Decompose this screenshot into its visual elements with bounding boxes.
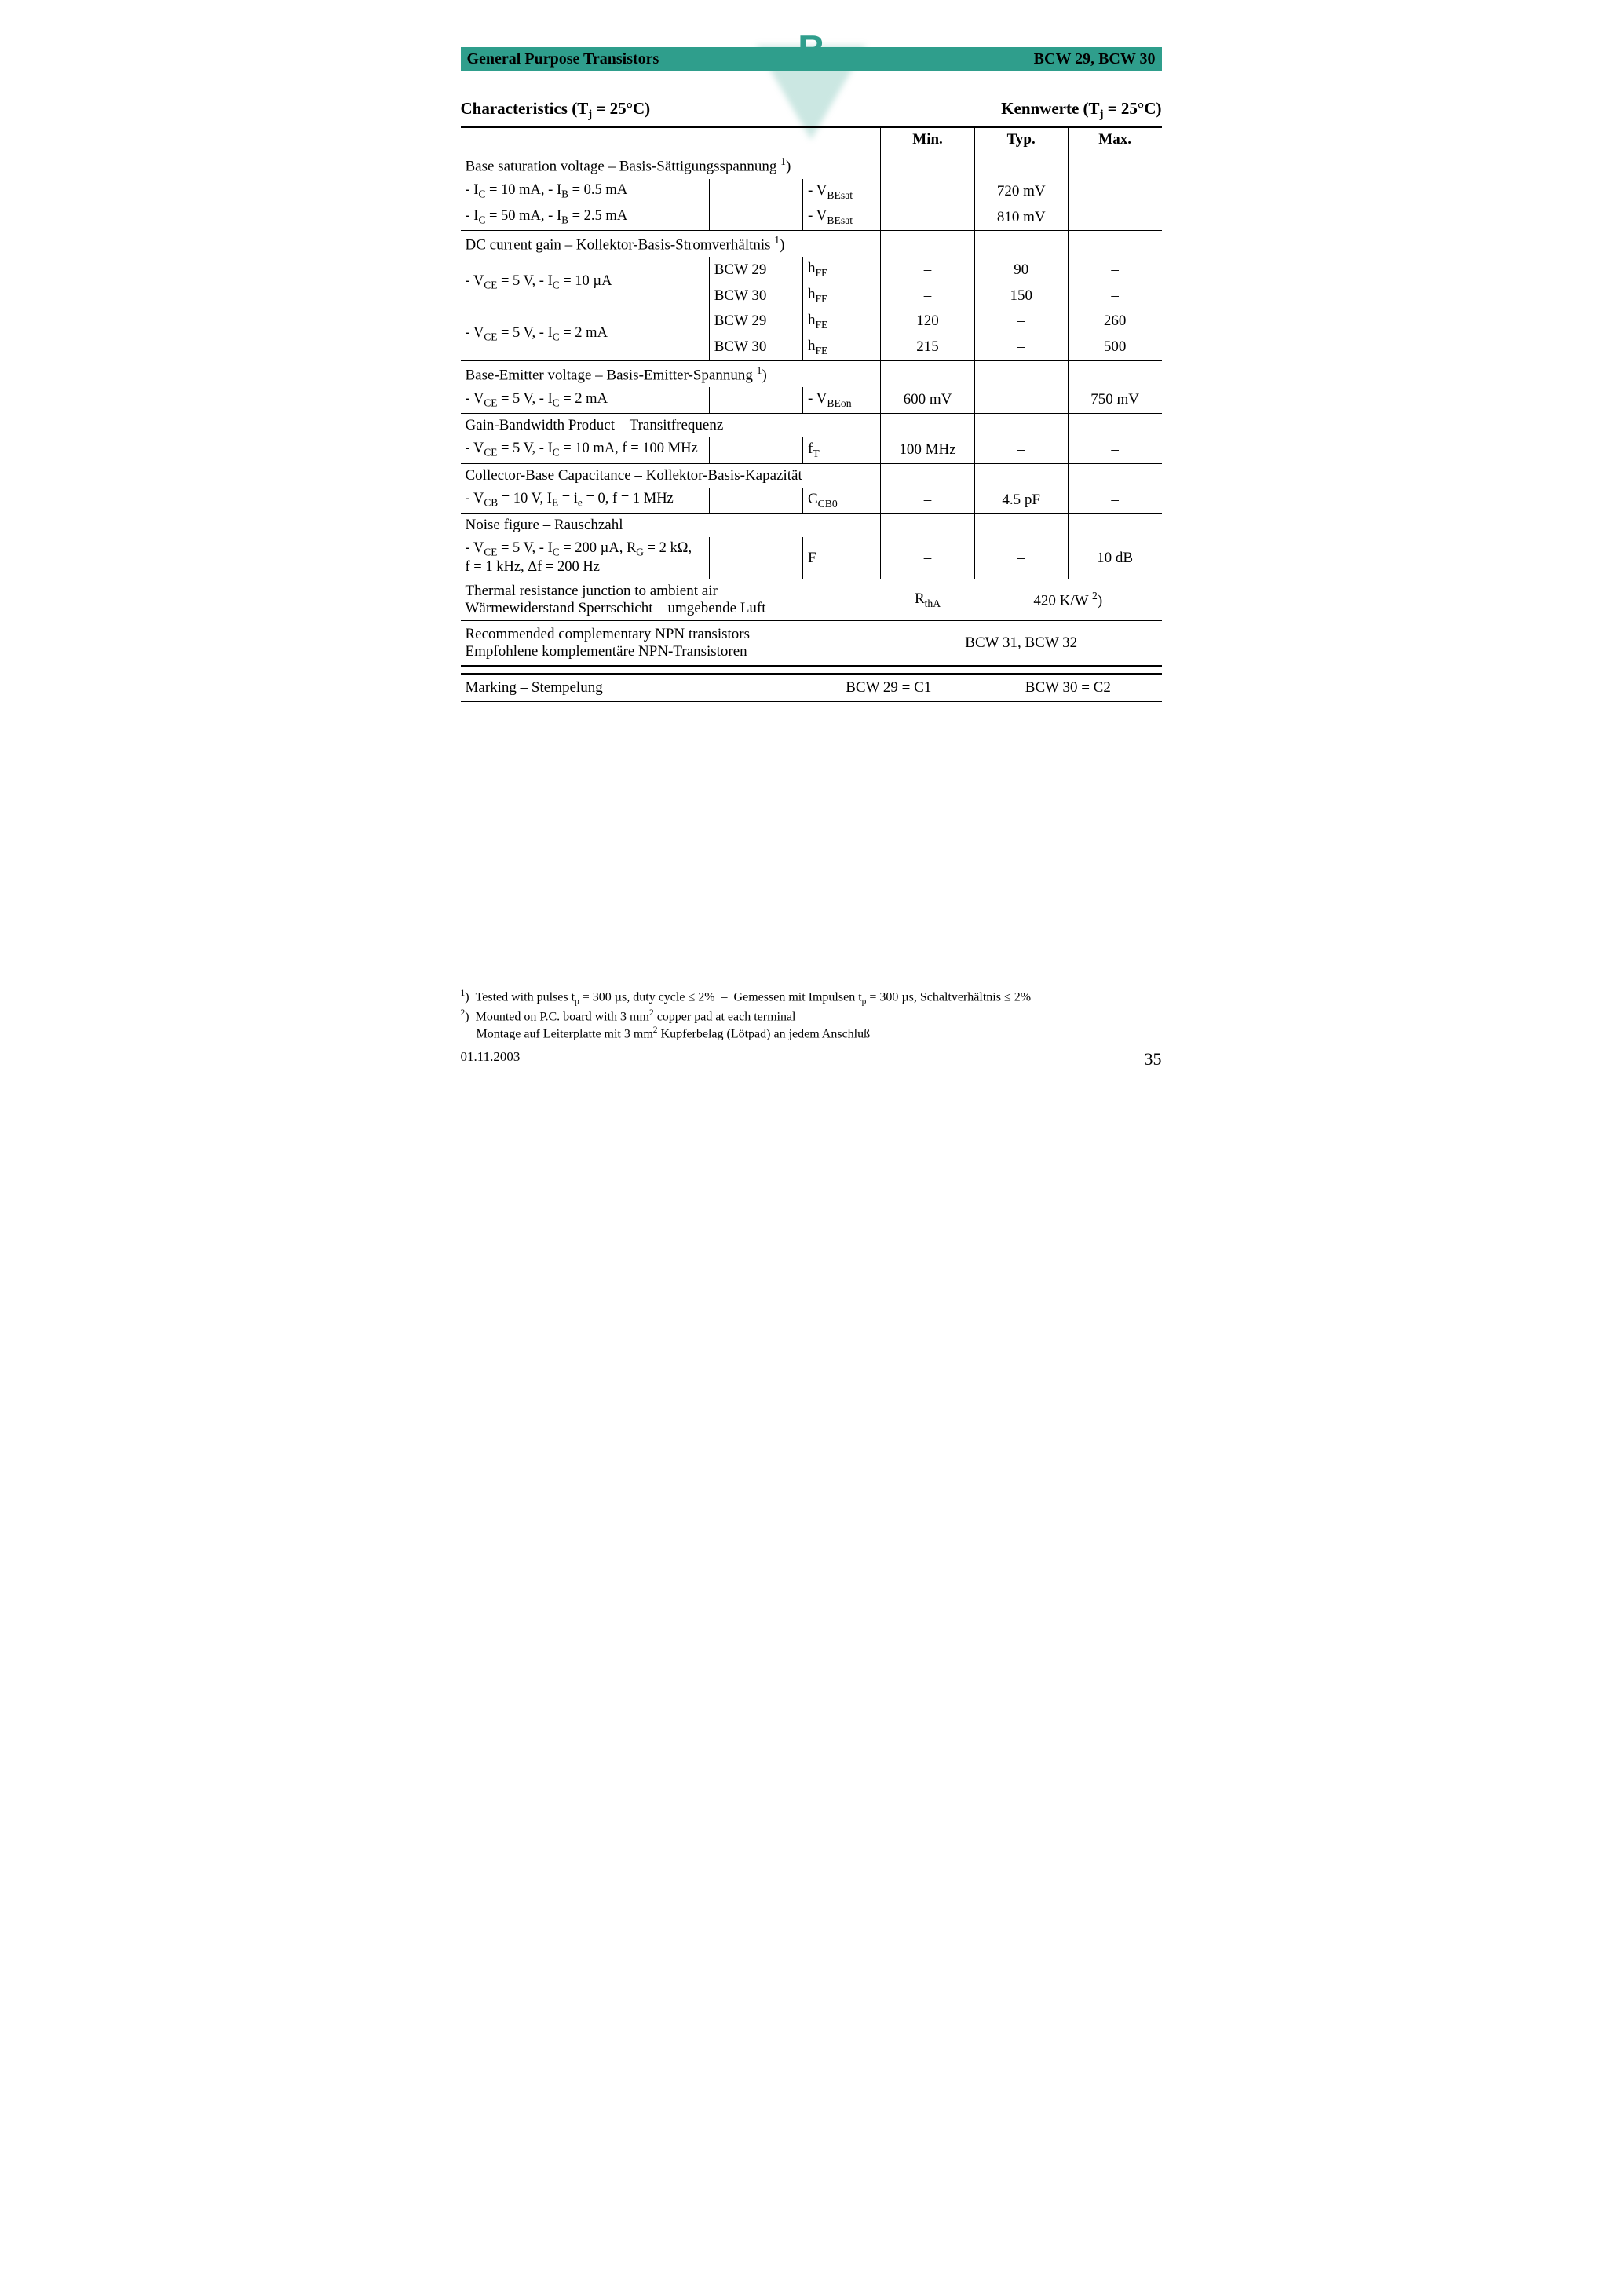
variant-cell bbox=[709, 437, 802, 463]
footnote-line: Montage auf Leiterplatte mit 3 mm2 Kupfe… bbox=[461, 1026, 1160, 1041]
symbol-cell: - VBEsat bbox=[802, 204, 881, 230]
max-cell: – bbox=[1068, 437, 1161, 463]
footer-page: 35 bbox=[1145, 1049, 1162, 1069]
thermal-symbol: RthA bbox=[881, 579, 974, 621]
typ-cell: 810 mV bbox=[974, 204, 1068, 230]
min-cell: 215 bbox=[881, 335, 974, 360]
condition-cell: - VCB = 10 V, IE = ie = 0, f = 1 MHz bbox=[461, 488, 710, 514]
min-cell: – bbox=[881, 179, 974, 205]
condition-cell: - IC = 10 mA, - IB = 0.5 mA bbox=[461, 179, 710, 205]
condition-cell: - VCE = 5 V, - IC = 2 mA bbox=[461, 387, 710, 413]
marking-v1: BCW 29 = C1 bbox=[802, 674, 974, 702]
typ-cell: 90 bbox=[974, 257, 1068, 283]
header-bar: General Purpose Transistors BCW 29, BCW … bbox=[461, 47, 1162, 71]
min-cell: 100 MHz bbox=[881, 437, 974, 463]
condition-cell: - VCE = 5 V, - IC = 10 µA bbox=[461, 257, 710, 309]
section-header: Base saturation voltage – Basis-Sättigun… bbox=[461, 152, 881, 179]
symbol-cell: F bbox=[802, 537, 881, 579]
min-cell: – bbox=[881, 204, 974, 230]
variant-cell bbox=[709, 488, 802, 514]
typ-cell: – bbox=[974, 387, 1068, 413]
max-cell: 750 mV bbox=[1068, 387, 1161, 413]
min-cell: – bbox=[881, 488, 974, 514]
max-cell: – bbox=[1068, 204, 1161, 230]
complementary-label: Recommended complementary NPN transistor… bbox=[461, 621, 881, 667]
col-typ: Typ. bbox=[974, 127, 1068, 152]
variant-cell: BCW 30 bbox=[709, 283, 802, 309]
thermal-label: Thermal resistance junction to ambient a… bbox=[461, 579, 881, 621]
section-header: Noise figure – Rauschzahl bbox=[461, 514, 881, 538]
variant-cell bbox=[709, 204, 802, 230]
symbol-cell: hFE bbox=[802, 257, 881, 283]
typ-cell: 4.5 pF bbox=[974, 488, 1068, 514]
symbol-cell: - VBEsat bbox=[802, 179, 881, 205]
section-titles: Characteristics (Tj = 25°C) Kennwerte (T… bbox=[461, 99, 1162, 122]
typ-cell: – bbox=[974, 437, 1068, 463]
footnote-line: 1) Tested with pulses tp = 300 µs, duty … bbox=[461, 989, 1160, 1007]
max-cell: 260 bbox=[1068, 309, 1161, 335]
title-right: Kennwerte (Tj = 25°C) bbox=[1001, 99, 1161, 122]
max-cell: – bbox=[1068, 283, 1161, 309]
max-cell: 500 bbox=[1068, 335, 1161, 360]
variant-cell bbox=[709, 179, 802, 205]
thermal-value: 420 K/W 2) bbox=[974, 579, 1161, 621]
section-header: DC current gain – Kollektor-Basis-Stromv… bbox=[461, 231, 881, 258]
condition-cell: - VCE = 5 V, - IC = 2 mA bbox=[461, 309, 710, 360]
page-footer: 01.11.2003 35 bbox=[461, 1049, 1162, 1069]
header-left: General Purpose Transistors bbox=[467, 50, 659, 68]
condition-cell: - VCE = 5 V, - IC = 200 µA, RG = 2 kΩ,f … bbox=[461, 537, 710, 579]
max-cell: – bbox=[1068, 257, 1161, 283]
min-cell: 120 bbox=[881, 309, 974, 335]
col-min: Min. bbox=[881, 127, 974, 152]
header-right: BCW 29, BCW 30 bbox=[1034, 50, 1156, 68]
max-cell: – bbox=[1068, 488, 1161, 514]
characteristics-table: Min. Typ. Max. Base saturation voltage –… bbox=[461, 126, 1162, 702]
symbol-cell: fT bbox=[802, 437, 881, 463]
col-max: Max. bbox=[1068, 127, 1161, 152]
max-cell: 10 dB bbox=[1068, 537, 1161, 579]
min-cell: – bbox=[881, 537, 974, 579]
condition-cell: - IC = 50 mA, - IB = 2.5 mA bbox=[461, 204, 710, 230]
section-header: Base-Emitter voltage – Basis-Emitter-Spa… bbox=[461, 360, 881, 387]
footer-date: 01.11.2003 bbox=[461, 1049, 521, 1069]
footnote-line: 2) Mounted on P.C. board with 3 mm2 copp… bbox=[461, 1008, 1160, 1024]
symbol-cell: - VBEon bbox=[802, 387, 881, 413]
typ-cell: 150 bbox=[974, 283, 1068, 309]
typ-cell: – bbox=[974, 537, 1068, 579]
typ-cell: – bbox=[974, 335, 1068, 360]
marking-label: Marking – Stempelung bbox=[461, 674, 803, 702]
typ-cell: 720 mV bbox=[974, 179, 1068, 205]
min-cell: – bbox=[881, 283, 974, 309]
variant-cell bbox=[709, 537, 802, 579]
symbol-cell: hFE bbox=[802, 283, 881, 309]
title-left: Characteristics (Tj = 25°C) bbox=[461, 99, 651, 122]
variant-cell: BCW 29 bbox=[709, 257, 802, 283]
variant-cell: BCW 30 bbox=[709, 335, 802, 360]
section-header: Collector-Base Capacitance – Kollektor-B… bbox=[461, 463, 881, 488]
symbol-cell: hFE bbox=[802, 309, 881, 335]
variant-cell: BCW 29 bbox=[709, 309, 802, 335]
variant-cell bbox=[709, 387, 802, 413]
marking-v2: BCW 30 = C2 bbox=[974, 674, 1161, 702]
min-cell: – bbox=[881, 257, 974, 283]
symbol-cell: CCB0 bbox=[802, 488, 881, 514]
complementary-value: BCW 31, BCW 32 bbox=[881, 621, 1162, 667]
section-header: Gain-Bandwidth Product – Transitfrequenz bbox=[461, 413, 881, 437]
typ-cell: – bbox=[974, 309, 1068, 335]
min-cell: 600 mV bbox=[881, 387, 974, 413]
max-cell: – bbox=[1068, 179, 1161, 205]
symbol-cell: hFE bbox=[802, 335, 881, 360]
condition-cell: - VCE = 5 V, - IC = 10 mA, f = 100 MHz bbox=[461, 437, 710, 463]
footnotes: 1) Tested with pulses tp = 300 µs, duty … bbox=[461, 989, 1160, 1041]
